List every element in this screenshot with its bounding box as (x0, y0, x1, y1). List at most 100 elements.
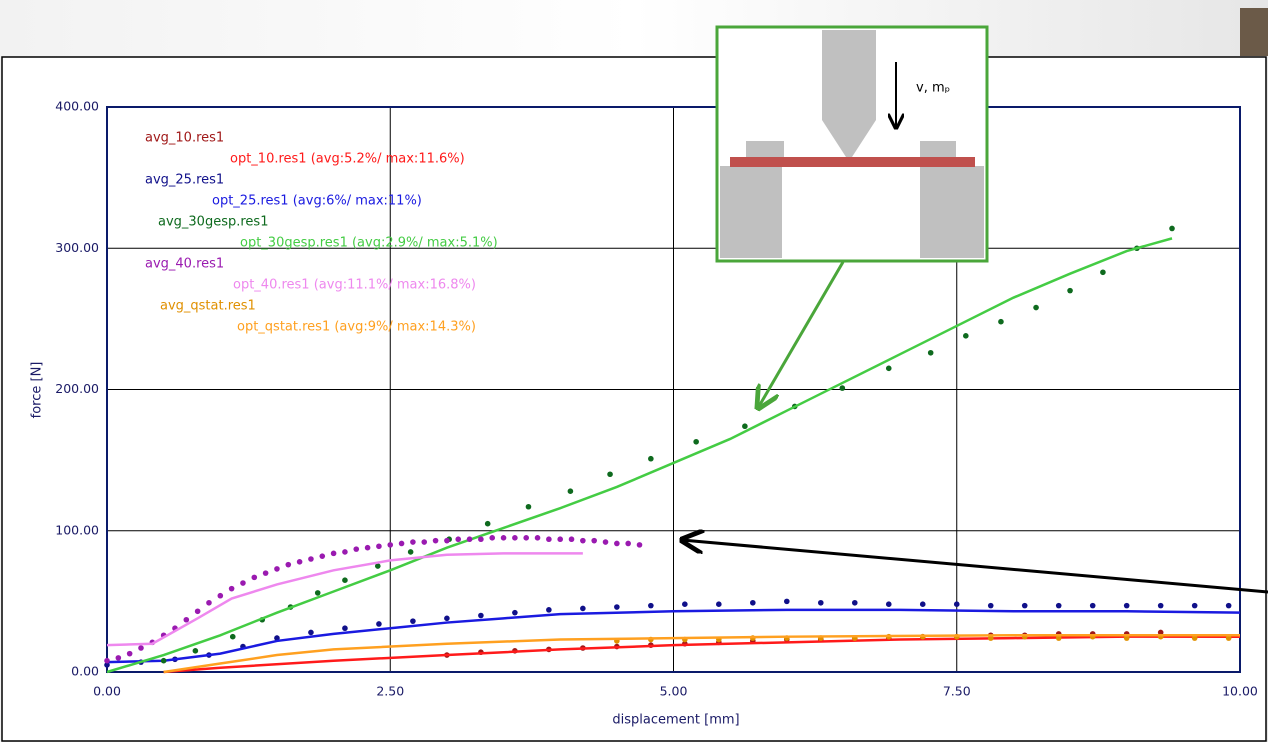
series-dot (353, 546, 360, 552)
series-dot (183, 616, 190, 623)
callout-arrow (758, 261, 845, 408)
series-dot (1089, 602, 1096, 609)
series-dot (625, 540, 631, 547)
series-dot (1055, 635, 1062, 641)
series-dot (682, 601, 688, 607)
series-dot (274, 566, 280, 572)
series-dot (885, 601, 892, 607)
series-dot (919, 601, 926, 607)
series-dot (1191, 635, 1198, 641)
series-line (106, 608, 1241, 664)
series-dot (523, 535, 530, 541)
series-dot (742, 423, 748, 430)
series-dot (104, 657, 110, 664)
x-axis-title: displacement [mm] (612, 713, 739, 728)
series-dot (466, 536, 473, 543)
series-dot (432, 537, 439, 544)
series-dot (580, 537, 586, 544)
series-dot (194, 608, 201, 615)
legend-entry: opt_25.res1 (avg:6%/ max:11%) (212, 194, 422, 209)
series-dot (1191, 602, 1198, 609)
series-dot (1055, 602, 1062, 609)
series-dot (342, 577, 348, 583)
series-dot (319, 553, 326, 559)
series-dot (546, 607, 552, 613)
corner-photo (1240, 8, 1268, 56)
series-dot (285, 561, 292, 568)
y-axis-title: force [N] (30, 362, 45, 419)
series-dot (410, 539, 416, 545)
plot: 0.00 100.00 200.00 300.00 400.00 0.00 2.50 5.00… (55, 99, 1258, 699)
x-tick-label: 10.00 (1222, 684, 1258, 699)
series-dot (500, 535, 507, 541)
series-dot (308, 629, 314, 636)
series-dot (567, 488, 574, 495)
pointer-arrow (682, 540, 1268, 594)
legend-entry: avg_10.res1 (145, 131, 224, 146)
series-dot (478, 612, 484, 619)
series-dot (126, 650, 133, 657)
punch (822, 30, 876, 157)
series-line (106, 237, 1173, 674)
series-dot (1021, 602, 1028, 609)
series-dot (591, 537, 597, 544)
series-dot (410, 618, 416, 624)
x-tick-label: 0.00 (93, 684, 121, 699)
series-dot (512, 609, 518, 616)
series-dot (851, 599, 858, 606)
x-tick-label: 7.50 (943, 684, 971, 699)
series-dot (648, 602, 654, 609)
support (746, 141, 784, 158)
series-dot (138, 645, 144, 651)
series-dot (693, 438, 699, 445)
inset: v, mₚ (715, 25, 989, 263)
series-dot (160, 657, 167, 664)
legend-entry: avg_40.res1 (145, 257, 224, 272)
series-dot (987, 635, 994, 641)
legend-entry: avg_25.res1 (145, 173, 224, 188)
legend-entry: opt_qstat.res1 (avg:9%/ max:14.3%) (237, 320, 476, 335)
legend-entry: opt_10.res1 (avg:5.2%/ max:11.6%) (230, 152, 465, 167)
series-dot (407, 549, 414, 555)
series-dot (217, 592, 224, 599)
series-dot (314, 590, 321, 596)
series-dot (376, 543, 382, 550)
series-dot (1067, 287, 1073, 294)
series-dot (115, 655, 122, 661)
series-dot (192, 648, 199, 654)
plot-frame (106, 106, 1241, 673)
series-dot (489, 535, 496, 541)
series-dot (342, 625, 348, 632)
series-dot (398, 540, 405, 547)
support (920, 166, 984, 258)
series-dot (580, 605, 586, 612)
series-dot (240, 580, 246, 586)
series-line (163, 635, 1240, 674)
series-dot (987, 602, 994, 609)
series-dot (885, 365, 892, 372)
series-dot (963, 333, 969, 339)
series-dot (455, 536, 462, 543)
series-dot (364, 544, 371, 551)
y-tick-label: 0.00 (71, 664, 99, 679)
series-dot (387, 542, 394, 548)
series-dot (1100, 269, 1106, 276)
legend-entry: avg_30gesp.res1 (158, 215, 268, 230)
series-dot (953, 601, 960, 607)
y-tick-label: 300.00 (55, 240, 99, 255)
series-dot (557, 536, 563, 543)
series-dot (308, 556, 314, 562)
series-dot (750, 599, 756, 606)
series-dot (648, 455, 654, 462)
series-line (106, 552, 583, 647)
legend-entry: avg_qstat.res1 (160, 299, 256, 314)
series-dot (1123, 602, 1130, 609)
support (720, 166, 782, 258)
series-dot (1169, 225, 1175, 232)
series-dot (228, 585, 235, 592)
series-dot (614, 604, 620, 610)
series-dot (206, 599, 212, 606)
series-dot (817, 599, 824, 606)
